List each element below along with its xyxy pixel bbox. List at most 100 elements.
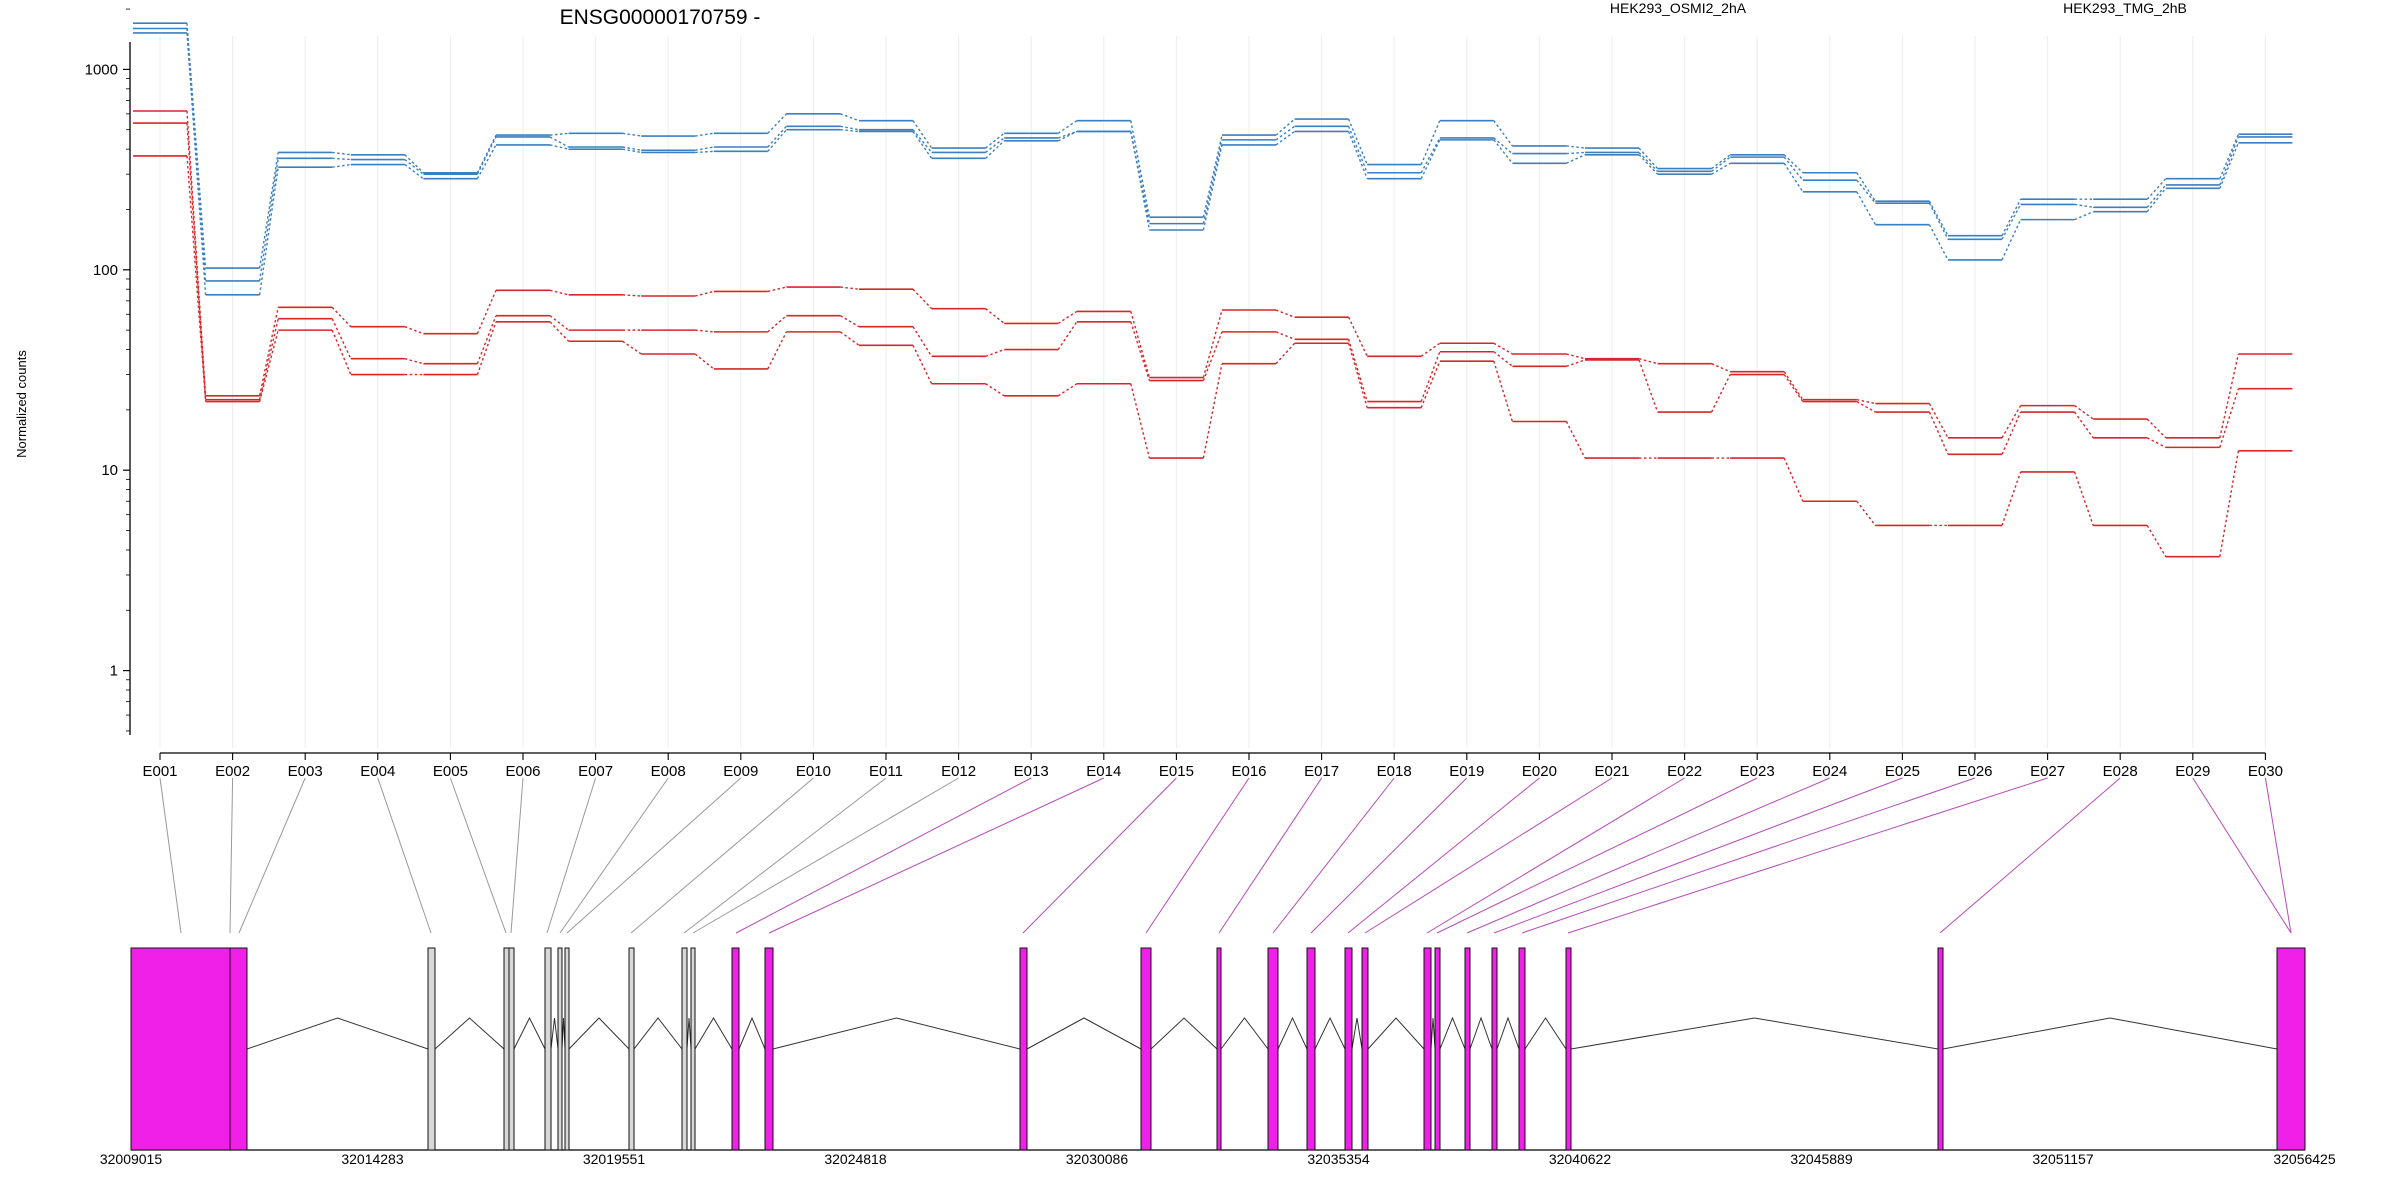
series-transition xyxy=(840,286,860,290)
series-transition xyxy=(622,146,642,151)
series-transition xyxy=(1565,421,1586,459)
intron-line xyxy=(1524,1017,1567,1050)
x-tick-label: E002 xyxy=(215,763,250,780)
series-transition xyxy=(2146,418,2167,439)
series-transition xyxy=(549,289,569,296)
x-tick-label: E005 xyxy=(433,763,468,780)
exon-connector xyxy=(566,777,742,934)
series-transition xyxy=(549,315,570,331)
exon-box xyxy=(1491,947,1498,1151)
series-transition xyxy=(1928,200,1949,237)
grid xyxy=(159,36,2266,748)
series-transition xyxy=(1783,154,1804,174)
series-transition xyxy=(912,326,933,357)
intron-line xyxy=(1942,1017,2278,1050)
series-transition xyxy=(2001,219,2022,261)
series-transition xyxy=(1275,342,1296,365)
series-transition xyxy=(331,318,352,360)
series-transition xyxy=(404,154,424,174)
intron-line xyxy=(633,1017,683,1050)
series-transition xyxy=(1856,172,1876,202)
series-transition xyxy=(695,132,714,137)
series-transition xyxy=(1347,316,1368,357)
series-transition xyxy=(1928,202,1949,240)
exon-box xyxy=(764,947,774,1151)
series-transition xyxy=(1275,331,1295,340)
series-transition xyxy=(1130,120,1151,218)
intron-line xyxy=(1439,1016,1466,1050)
intron-line xyxy=(772,1017,1021,1050)
exon-connector xyxy=(1272,777,1395,934)
x-tick-label: E026 xyxy=(1957,763,1992,780)
series-transition xyxy=(1856,500,1876,526)
exon-box xyxy=(229,947,248,1151)
series-transition xyxy=(1275,130,1296,146)
series-transition xyxy=(1856,191,1877,225)
exon-connector xyxy=(1939,777,2121,934)
series-transition xyxy=(1130,131,1151,231)
x-tick-label: E024 xyxy=(1812,763,1847,780)
series-transition xyxy=(258,167,279,295)
series-transition xyxy=(839,331,860,346)
series-transition xyxy=(1856,179,1876,204)
series-transition xyxy=(1638,359,1659,413)
series-transition xyxy=(186,155,207,402)
series-transition xyxy=(1275,125,1296,141)
y-tick-label: 1 xyxy=(110,663,118,680)
x-tick-labels: E001 E002 E003 E004 E005 E006 E007 E008 E009 E010… xyxy=(142,753,2283,780)
legend-entry-osmi2: HEK293_OSMI2_2hA xyxy=(1610,0,1747,16)
series-transition xyxy=(1711,154,1731,170)
exon-box xyxy=(557,947,563,1151)
intron-line xyxy=(1150,1017,1218,1050)
series-transition xyxy=(1928,224,1949,261)
series-transition xyxy=(1420,342,1441,357)
series-line-blue xyxy=(133,27,2293,282)
series-transition xyxy=(2074,211,2094,221)
series-transition xyxy=(2219,353,2240,439)
exon-connector xyxy=(559,777,669,934)
series-transition xyxy=(1275,118,1296,136)
genome-tick-label: 32040622 xyxy=(1549,1151,1612,1167)
series-transition xyxy=(1711,363,1731,373)
series-transition xyxy=(549,321,570,342)
exon-connector xyxy=(449,777,507,934)
series-transition xyxy=(1202,331,1223,381)
series-transition xyxy=(1493,120,1513,147)
series-transition xyxy=(332,157,351,161)
series-transition xyxy=(1420,137,1441,174)
exon-box xyxy=(2276,947,2306,1151)
intron-line xyxy=(1351,1017,1363,1050)
series-transition xyxy=(1347,126,1368,174)
series-transition xyxy=(2001,204,2022,240)
series-transition xyxy=(1057,130,1078,142)
exon-box xyxy=(1216,947,1222,1151)
exon-connector xyxy=(692,777,959,934)
exon-connector xyxy=(2264,777,2292,934)
series-transition xyxy=(476,290,497,334)
x-tick-label: E023 xyxy=(1740,763,1775,780)
series-transition xyxy=(767,315,787,333)
x-tick-label: E009 xyxy=(723,763,758,780)
x-tick-label: E029 xyxy=(2175,763,2210,780)
series-transition xyxy=(1057,383,1078,397)
series-transition xyxy=(912,288,933,310)
intron-line xyxy=(568,1017,630,1050)
series-transition xyxy=(1638,154,1659,175)
series-transition xyxy=(2001,198,2022,236)
series-transition xyxy=(2219,133,2240,179)
series-transition xyxy=(549,144,569,150)
gene-model xyxy=(130,947,2306,1151)
x-tick-label: E010 xyxy=(796,763,831,780)
series-transition xyxy=(1420,139,1441,179)
x-tick-label: E001 xyxy=(142,763,177,780)
genome-tick-label: 32035354 xyxy=(1307,1151,1370,1167)
series-transition xyxy=(332,163,351,168)
exon-box xyxy=(1361,947,1369,1151)
series-transition xyxy=(1130,321,1151,381)
series-transition xyxy=(694,353,715,370)
y-tick-label: 100 xyxy=(93,262,118,279)
x-tick-label: E003 xyxy=(288,763,323,780)
genome-tick-label: 32014283 xyxy=(341,1151,404,1167)
series-transition xyxy=(767,125,787,148)
